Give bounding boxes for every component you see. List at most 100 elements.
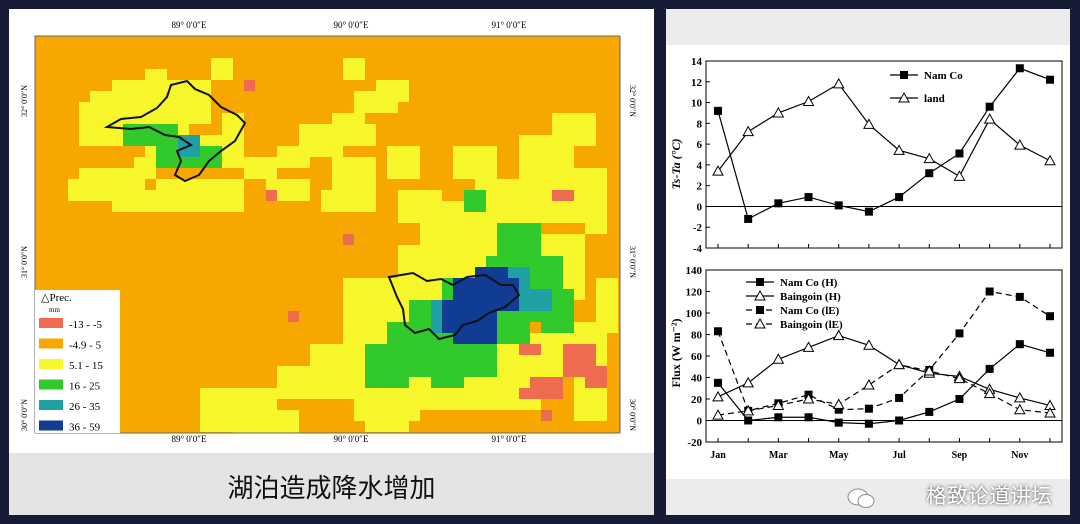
data-point	[864, 419, 873, 428]
map-cell	[277, 146, 310, 168]
data-point	[895, 193, 904, 202]
data-point	[742, 125, 755, 137]
map-cell	[541, 410, 552, 421]
x-tick-label: Jan	[710, 450, 726, 461]
y-tick-label: 8	[697, 118, 703, 130]
data-point	[772, 353, 785, 364]
lat-label-left: 31° 0′0″N	[20, 246, 29, 278]
y-tick-label: 80	[691, 330, 703, 342]
legend-label: land	[924, 93, 945, 105]
data-point	[834, 405, 843, 414]
data-point	[1015, 64, 1024, 73]
map-cell	[211, 58, 233, 80]
legend-marker	[756, 306, 764, 314]
map-cell	[585, 366, 607, 388]
map-cell	[145, 69, 167, 91]
chart1-ylabel: Ts-Ta (°C)	[669, 139, 683, 190]
data-point	[985, 102, 994, 111]
legend-label: 36 - 59	[69, 422, 101, 434]
chart1-frame	[705, 60, 1063, 249]
data-point	[1044, 406, 1056, 418]
data-point	[863, 378, 875, 390]
data-point	[802, 95, 815, 107]
map-cell	[365, 344, 409, 388]
data-point	[864, 207, 873, 216]
data-point	[895, 393, 904, 402]
map-cell	[365, 410, 409, 432]
map-cell	[431, 366, 464, 388]
legend-label: Nam Co	[924, 70, 963, 82]
map-cell	[222, 113, 244, 135]
data-point	[742, 404, 755, 416]
lon-label-bottom: 89° 0′0″E	[171, 434, 207, 444]
series-line	[717, 290, 1051, 412]
data-point	[864, 404, 873, 413]
map-cell	[453, 146, 497, 179]
data-point	[802, 392, 815, 404]
data-point	[714, 106, 722, 115]
data-point	[923, 365, 936, 376]
legend-label: Baingoin (lE)	[780, 319, 843, 331]
map-cell	[68, 179, 90, 201]
map-cell	[178, 102, 211, 124]
series-line	[717, 343, 1051, 425]
map-cell	[343, 234, 354, 245]
map-cell	[354, 124, 376, 146]
lat-label-left: 32° 0′0″N	[20, 85, 29, 117]
y-tick-label: 100	[686, 308, 703, 320]
y-tick-label: 12	[691, 77, 703, 89]
data-point	[893, 358, 905, 370]
lon-label-top: 91° 0′0″E	[491, 20, 527, 30]
map-cell	[112, 190, 156, 212]
legend-label: Nam Co (lE)	[780, 305, 840, 317]
data-point	[985, 287, 994, 296]
data-point	[1046, 348, 1054, 357]
y-tick-label: 6	[697, 139, 703, 151]
lon-label-bottom: 90° 0′0″E	[333, 434, 369, 444]
series-line	[717, 363, 1051, 416]
map-cell	[211, 179, 244, 212]
data-point	[712, 409, 724, 420]
top-band	[666, 9, 1070, 45]
lon-label-bottom: 91° 0′0″E	[491, 434, 527, 444]
data-point	[804, 193, 813, 202]
lake-outline-nam-co	[387, 271, 521, 341]
legend-unit: mm	[49, 306, 60, 314]
data-point	[1013, 391, 1026, 403]
legend-label: Nam Co (H)	[780, 277, 838, 289]
map-cell	[277, 366, 354, 399]
y-tick-label: 60	[691, 351, 703, 363]
map-cell	[519, 388, 541, 399]
legend-swatch	[39, 400, 63, 410]
legend-marker	[754, 289, 766, 301]
y-tick-label: 20	[691, 394, 703, 406]
data-point	[983, 387, 996, 399]
legend-label: 26 - 35	[69, 401, 101, 413]
lon-label-top: 89° 0′0″E	[171, 20, 207, 30]
line-charts-panel: -4 -2 0 2 4 6 8 10 12 14 Nam Co land -20 0 20 40 60 80 10…	[666, 9, 1070, 515]
x-tick-label: May	[829, 450, 848, 461]
data-point	[1044, 154, 1056, 166]
data-point	[953, 372, 966, 384]
data-point	[774, 199, 783, 208]
legend-label: -13 - -5	[69, 319, 102, 331]
data-point	[714, 327, 722, 336]
map-cell	[343, 58, 365, 80]
data-point	[985, 364, 994, 373]
map-cell	[519, 289, 552, 311]
data-point	[772, 399, 785, 410]
legend-title: △Prec.	[41, 292, 72, 304]
y-tick-label: 40	[691, 373, 703, 385]
map-cell	[266, 190, 277, 201]
data-point	[832, 329, 845, 341]
y-tick-label: 4	[697, 160, 703, 172]
data-point	[1046, 75, 1054, 84]
data-point	[712, 390, 724, 402]
data-point	[1015, 340, 1024, 349]
lat-label-right: 32° 0′0″N	[628, 85, 637, 117]
map-legend: △Prec. mm -13 - -5 -4.9 - 5 5.1 - 15 16 - 2…	[35, 290, 120, 434]
data-point	[712, 165, 724, 176]
data-point	[772, 106, 785, 118]
x-tick-label: Nov	[1011, 450, 1028, 461]
